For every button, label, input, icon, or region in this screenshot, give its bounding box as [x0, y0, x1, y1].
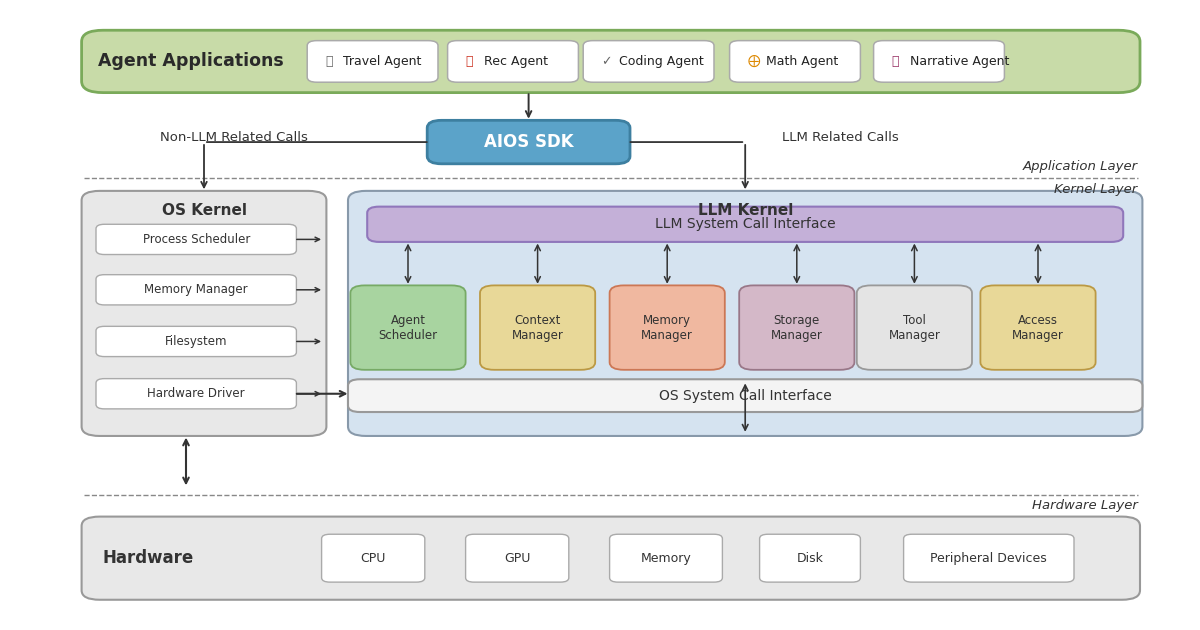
Text: 📋: 📋 [892, 55, 899, 68]
Text: ⨁: ⨁ [748, 55, 760, 68]
Text: Hardware: Hardware [102, 549, 193, 567]
FancyBboxPatch shape [730, 40, 860, 83]
FancyBboxPatch shape [307, 40, 438, 83]
Text: 👍: 👍 [466, 55, 473, 68]
Text: Travel Agent: Travel Agent [343, 55, 421, 68]
FancyBboxPatch shape [980, 285, 1096, 370]
Text: Coding Agent: Coding Agent [619, 55, 704, 68]
Text: Agent Applications: Agent Applications [98, 52, 284, 71]
Text: Narrative Agent: Narrative Agent [910, 55, 1009, 68]
Text: AIOS SDK: AIOS SDK [484, 133, 574, 151]
FancyBboxPatch shape [904, 534, 1074, 582]
FancyBboxPatch shape [96, 224, 296, 255]
FancyBboxPatch shape [857, 285, 972, 370]
Text: Math Agent: Math Agent [766, 55, 838, 68]
Text: ✓: ✓ [601, 55, 612, 68]
Text: Memory: Memory [641, 552, 691, 564]
Text: OS Kernel: OS Kernel [162, 203, 246, 219]
FancyBboxPatch shape [96, 326, 296, 357]
FancyBboxPatch shape [610, 285, 725, 370]
FancyBboxPatch shape [96, 275, 296, 305]
Text: Disk: Disk [797, 552, 823, 564]
Text: Non-LLM Related Calls: Non-LLM Related Calls [160, 130, 308, 144]
FancyBboxPatch shape [427, 120, 630, 164]
FancyBboxPatch shape [874, 40, 1004, 83]
Text: Hardware Driver: Hardware Driver [148, 387, 245, 400]
FancyBboxPatch shape [322, 534, 425, 582]
Text: LLM Related Calls: LLM Related Calls [781, 130, 899, 144]
FancyBboxPatch shape [739, 285, 854, 370]
FancyBboxPatch shape [348, 379, 1142, 412]
Text: Agent
Scheduler: Agent Scheduler [378, 314, 438, 341]
FancyBboxPatch shape [82, 191, 326, 436]
Text: CPU: CPU [360, 552, 386, 564]
FancyBboxPatch shape [367, 207, 1123, 242]
FancyBboxPatch shape [96, 379, 296, 409]
FancyBboxPatch shape [583, 40, 714, 83]
Text: Hardware Layer: Hardware Layer [1032, 500, 1138, 512]
Text: Process Scheduler: Process Scheduler [143, 233, 250, 246]
FancyBboxPatch shape [480, 285, 595, 370]
FancyBboxPatch shape [448, 40, 578, 83]
Text: Access
Manager: Access Manager [1012, 314, 1064, 341]
Text: 🧿: 🧿 [325, 55, 332, 68]
Text: Memory Manager: Memory Manager [144, 284, 248, 296]
Text: Rec Agent: Rec Agent [484, 55, 547, 68]
Text: Tool
Manager: Tool Manager [888, 314, 941, 341]
FancyBboxPatch shape [760, 534, 860, 582]
Text: Peripheral Devices: Peripheral Devices [930, 552, 1048, 564]
Text: Application Layer: Application Layer [1022, 160, 1138, 173]
Text: LLM Kernel: LLM Kernel [697, 203, 793, 219]
FancyBboxPatch shape [348, 191, 1142, 436]
Text: Context
Manager: Context Manager [511, 314, 564, 341]
Text: Storage
Manager: Storage Manager [770, 314, 823, 341]
Text: Memory
Manager: Memory Manager [641, 314, 694, 341]
FancyBboxPatch shape [466, 534, 569, 582]
FancyBboxPatch shape [610, 534, 722, 582]
FancyBboxPatch shape [350, 285, 466, 370]
Text: Filesystem: Filesystem [164, 335, 228, 348]
Text: LLM System Call Interface: LLM System Call Interface [655, 217, 835, 231]
FancyBboxPatch shape [82, 30, 1140, 93]
Text: Kernel Layer: Kernel Layer [1055, 183, 1138, 195]
Text: OS System Call Interface: OS System Call Interface [659, 389, 832, 403]
FancyBboxPatch shape [82, 517, 1140, 600]
Text: GPU: GPU [504, 552, 530, 564]
